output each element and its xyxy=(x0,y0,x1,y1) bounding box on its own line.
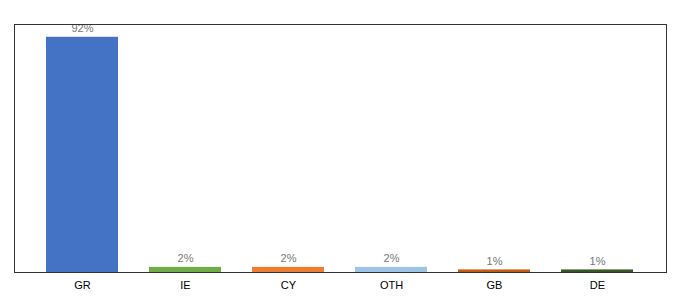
svg-text:2%: 2% xyxy=(178,252,194,264)
svg-text:CY: CY xyxy=(281,279,297,291)
svg-text:2%: 2% xyxy=(281,252,297,264)
svg-text:IE: IE xyxy=(180,279,190,291)
svg-text:92%: 92% xyxy=(71,22,94,35)
svg-text:2%: 2% xyxy=(384,252,400,264)
svg-text:GB: GB xyxy=(487,279,503,291)
svg-text:GR: GR xyxy=(74,279,91,291)
svg-text:DE: DE xyxy=(590,279,605,291)
svg-text:OTH: OTH xyxy=(380,279,403,291)
svg-text:1%: 1% xyxy=(487,255,503,267)
svg-text:1%: 1% xyxy=(590,255,606,267)
